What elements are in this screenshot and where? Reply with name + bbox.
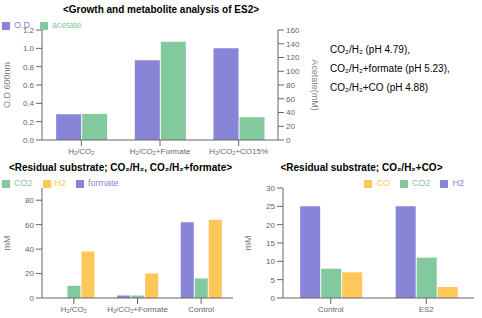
svg-text:mM: mM	[8, 236, 12, 251]
svg-text:Control: Control	[188, 305, 214, 314]
html-text:CO₂/H₂ (pH 4.79), CO₂/H₂+forma: CO₂/H₂ (pH 4.79), CO₂/H₂+formate (pH 5.2…	[330, 44, 450, 93]
html-text:O.D: O.D	[14, 20, 30, 30]
svg-text:160: 160	[286, 26, 300, 35]
svg-text:80: 80	[286, 81, 295, 90]
svg-text:30: 30	[266, 184, 275, 193]
svg-text:140: 140	[286, 40, 300, 49]
html-text:<Residual substrate; CO₂/H₂+CO: <Residual substrate; CO₂/H₂+CO>	[280, 162, 443, 173]
svg-text:mM: mM	[243, 236, 253, 251]
svg-text:H₂/CO₂+Formate: H₂/CO₂+Formate	[130, 147, 191, 156]
svg-text:0.0: 0.0	[23, 136, 35, 145]
html-text:<Residual substrate; CO₂/H₂, C: <Residual substrate; CO₂/H₂, CO₂/H₂+form…	[8, 162, 232, 173]
svg-text:O.D 600nm: O.D 600nm	[8, 62, 12, 108]
svg-text:120: 120	[286, 53, 300, 62]
svg-text:0: 0	[271, 294, 276, 303]
svg-text:Acetate(mM): Acetate(mM)	[310, 59, 320, 111]
svg-text:40: 40	[286, 108, 295, 117]
svg-text:60: 60	[25, 221, 34, 230]
svg-text:H₂/CO₂: H₂/CO₂	[61, 305, 87, 314]
svg-text:H₂/CO₂+CO15%: H₂/CO₂+CO15%	[209, 147, 268, 156]
svg-text:0.6: 0.6	[23, 81, 35, 90]
svg-text:100: 100	[286, 67, 300, 76]
svg-text:0: 0	[286, 136, 291, 145]
svg-text:15: 15	[266, 239, 275, 248]
svg-text:40: 40	[25, 245, 34, 254]
svg-text:80: 80	[25, 196, 34, 205]
svg-text:0.4: 0.4	[23, 99, 35, 108]
svg-text:20: 20	[286, 122, 295, 131]
svg-text:1.2: 1.2	[23, 26, 35, 35]
svg-text:60: 60	[286, 95, 295, 104]
svg-text:20: 20	[266, 221, 275, 230]
svg-text:0.8: 0.8	[23, 63, 35, 72]
svg-text:0.2: 0.2	[23, 118, 35, 127]
svg-text:Control: Control	[318, 305, 344, 314]
html-text:formate: formate	[88, 178, 119, 188]
svg-text:5: 5	[271, 276, 276, 285]
html-text:CO2: CO2	[412, 178, 431, 188]
svg-text:H₂/CO₂+Formate: H₂/CO₂+Formate	[107, 305, 168, 314]
svg-text:H₂/CO₂: H₂/CO₂	[68, 147, 94, 156]
svg-text:ES2: ES2	[419, 305, 435, 314]
html-text:<Growth and metabolite analysi: <Growth and metabolite analysis of ES2>	[62, 4, 260, 15]
svg-text:25: 25	[266, 202, 275, 211]
html-text:H2: H2	[54, 178, 66, 188]
svg-text:0: 0	[30, 294, 35, 303]
svg-text:20: 20	[25, 269, 34, 278]
svg-text:10: 10	[266, 257, 275, 266]
html-text:H2: H2	[452, 178, 464, 188]
svg-text:1.0: 1.0	[23, 44, 35, 53]
html-text:CO: CO	[376, 178, 390, 188]
html-text:CO2: CO2	[14, 178, 33, 188]
html-text:acetate: acetate	[52, 20, 82, 30]
